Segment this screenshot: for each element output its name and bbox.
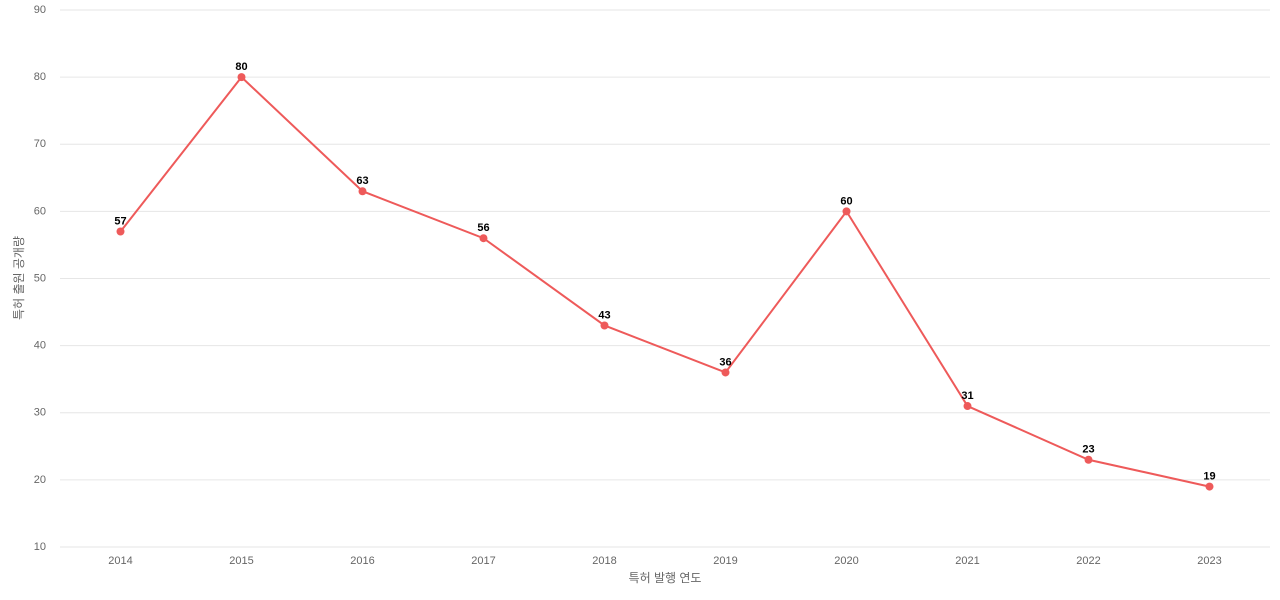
x-tick-label: 2016	[350, 555, 374, 567]
data-point	[1205, 482, 1214, 491]
x-tick-label: 2018	[592, 555, 616, 567]
y-tick-label: 40	[34, 340, 46, 352]
data-label: 23	[1082, 444, 1094, 456]
y-tick-label: 50	[34, 272, 46, 284]
data-label: 19	[1203, 470, 1215, 482]
data-point	[358, 187, 367, 196]
data-point	[1084, 455, 1093, 464]
data-point	[116, 227, 125, 236]
data-line	[119, 75, 1210, 488]
x-axis-title: 특허 발행 연도	[629, 570, 702, 585]
data-point	[842, 207, 851, 216]
y-tick-label: 80	[34, 71, 46, 83]
x-tick-label: 2020	[834, 555, 858, 567]
data-label: 80	[235, 61, 247, 73]
data-point	[600, 321, 609, 330]
data-point	[237, 73, 246, 82]
data-point	[963, 402, 972, 411]
data-point	[479, 234, 488, 243]
data-label: 60	[840, 195, 852, 207]
y-tick-label: 60	[34, 205, 46, 217]
data-label: 31	[961, 390, 973, 402]
y-tick-label: 90	[34, 4, 46, 16]
x-tick-label: 2021	[955, 555, 979, 567]
data-label: 57	[114, 215, 126, 227]
data-label: 36	[719, 356, 731, 368]
x-tick-label: 2019	[713, 555, 737, 567]
x-tick-label: 2014	[108, 555, 132, 567]
y-tick-label: 10	[34, 541, 46, 553]
x-tick-label: 2023	[1197, 555, 1221, 567]
data-point	[721, 368, 730, 377]
x-tick-label: 2017	[471, 555, 495, 567]
x-tick-label: 2015	[229, 555, 253, 567]
y-tick-label: 30	[34, 407, 46, 419]
data-label: 56	[477, 222, 489, 234]
data-label: 43	[598, 309, 610, 321]
data-label: 63	[356, 175, 368, 187]
y-tick-label: 70	[34, 138, 46, 150]
y-axis-title: 특허 출원 공개량	[12, 236, 26, 320]
x-tick-label: 2022	[1076, 555, 1100, 567]
y-tick-label: 20	[34, 474, 46, 486]
